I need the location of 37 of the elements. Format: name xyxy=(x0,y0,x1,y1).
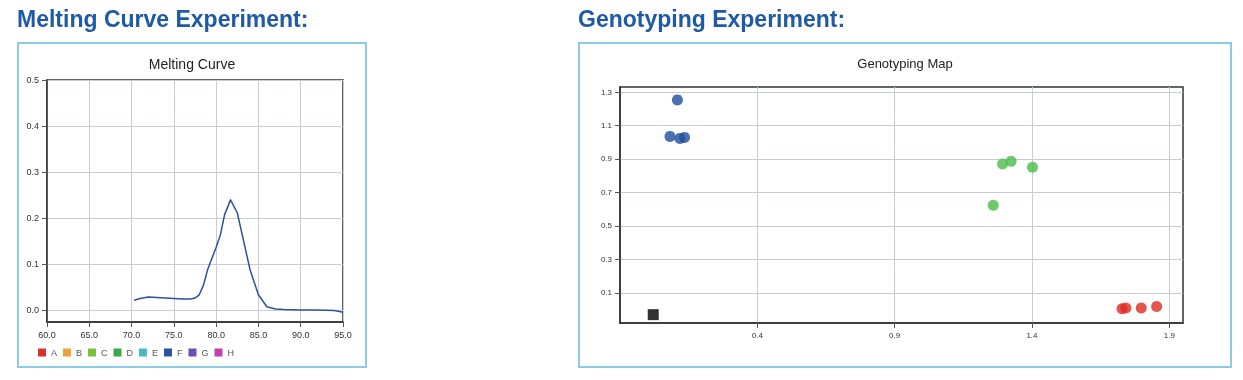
x-tick-label: 85.0 xyxy=(249,329,268,340)
x-tick-label: 65.0 xyxy=(80,329,99,340)
legend-label: F xyxy=(177,347,184,358)
x-tick-label: 1.9 xyxy=(1163,330,1176,340)
chart-title: Melting Curve Experiment: xyxy=(17,6,309,33)
x-tick-label: 1.4 xyxy=(1026,330,1039,340)
x-tick-label: 80.0 xyxy=(207,329,225,340)
legend-label: D xyxy=(126,347,134,358)
legend-label: B xyxy=(76,347,83,358)
y-tick-label: 0.5 xyxy=(600,221,613,231)
x-tick-label: 60.0 xyxy=(38,329,56,340)
y-tick-label: 0.7 xyxy=(600,187,613,197)
y-tick-label: 0.5 xyxy=(26,75,39,85)
chart-subtitle: Genotyping Map xyxy=(857,56,953,71)
y-tick-label: 0.3 xyxy=(26,167,39,178)
legend-label: A xyxy=(51,347,58,358)
y-tick-label: 0.0 xyxy=(26,305,39,316)
legend-label: H xyxy=(227,347,235,358)
x-tick-label: 70.0 xyxy=(122,329,141,340)
x-tick-label: 0.4 xyxy=(751,330,764,340)
chart-title: Genotyping Experiment: xyxy=(578,6,846,33)
legend-label: G xyxy=(201,347,209,358)
chart-subtitle: Melting Curve xyxy=(148,56,236,72)
x-tick-label: 0.9 xyxy=(889,330,901,340)
y-tick-label: 1.1 xyxy=(600,121,613,130)
y-tick-label: 0.9 xyxy=(600,154,613,164)
x-tick-label: 75.0 xyxy=(165,329,183,340)
legend-label: E xyxy=(152,347,159,358)
y-tick-label: 1.3 xyxy=(600,87,613,97)
y-tick-label: 0.1 xyxy=(26,259,39,270)
x-tick-label: 95.0 xyxy=(334,329,352,340)
y-tick-label: 0.1 xyxy=(600,288,613,298)
x-tick-label: 90.0 xyxy=(291,329,310,340)
y-tick-label: 0.2 xyxy=(26,213,39,224)
y-tick-label: 0.3 xyxy=(600,254,613,264)
y-tick-label: 0.4 xyxy=(26,121,39,132)
legend-label: C xyxy=(101,347,109,358)
